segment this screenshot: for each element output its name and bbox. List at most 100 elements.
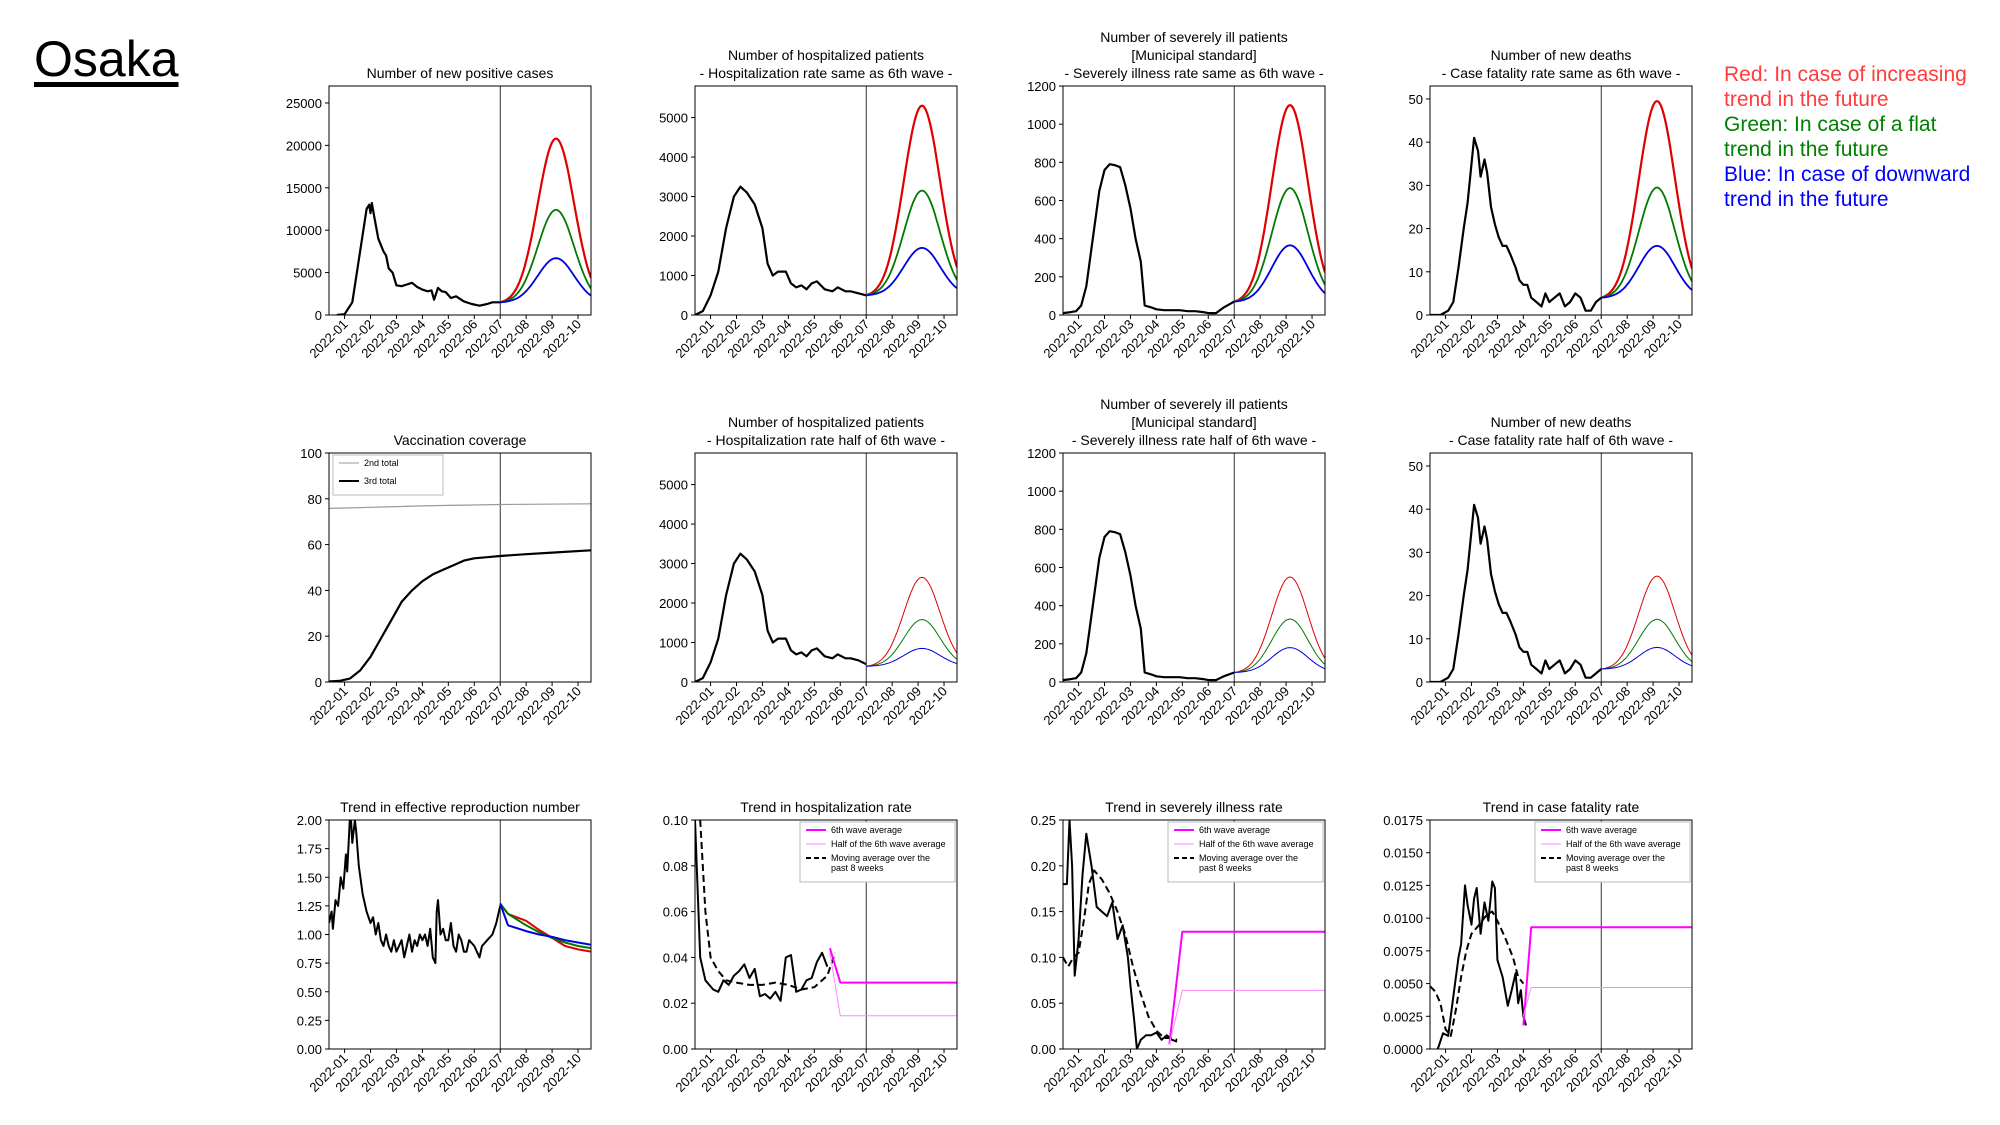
y-tick-label: 0.20 (1031, 859, 1056, 874)
chart-title-line: - Severely illness rate half of 6th wave… (1072, 432, 1317, 448)
y-tick-label: 1000 (659, 269, 688, 284)
y-tick-label: 0 (315, 675, 322, 690)
y-tick-label: 20000 (286, 138, 322, 153)
y-tick-label: 60 (308, 538, 322, 553)
y-tick-label: 2000 (659, 596, 688, 611)
chart-title-line: Trend in effective reproduction number (340, 799, 580, 815)
series-line-green (500, 208, 591, 304)
legend-label: 6th wave average (831, 825, 902, 835)
y-tick-label: 1.25 (297, 899, 322, 914)
chart-title-line: Number of hospitalized patients (728, 414, 924, 430)
y-tick-label: 800 (1034, 155, 1056, 170)
chart-c5: Vaccination coverage0204060801002022-012… (300, 432, 592, 728)
y-tick-label: 0.75 (297, 956, 322, 971)
series-line-blue (1601, 245, 1692, 299)
y-tick-label: 0.10 (1031, 950, 1056, 965)
legend-label: Moving average over the (1199, 853, 1298, 863)
plot-frame (1429, 452, 1693, 683)
y-tick-label: 40 (1409, 135, 1423, 150)
legend-label: 2nd total (364, 458, 399, 468)
series-line-black (1436, 880, 1527, 1049)
series-line-pink (1522, 987, 1692, 1017)
chart-c7: Number of severely ill patients [Municipa… (1027, 396, 1326, 728)
series-line-black (336, 201, 501, 315)
series-line-blue (866, 247, 957, 297)
y-tick-label: 0 (1416, 308, 1423, 323)
y-tick-label: 2000 (659, 229, 688, 244)
y-tick-label: 1.75 (297, 842, 322, 857)
legend-label: Moving average over the (1566, 853, 1665, 863)
series-line-red (866, 576, 957, 667)
series-line-pink (1168, 989, 1325, 1045)
y-tick-label: 0.0175 (1383, 813, 1423, 828)
y-tick-label: 200 (1034, 637, 1056, 652)
chart-legend: 6th wave average Half of the 6th wave ave… (799, 821, 956, 883)
series-line-green (1234, 618, 1325, 673)
y-tick-label: 0.0025 (1383, 1009, 1423, 1024)
series-line-magenta (1168, 930, 1325, 1045)
series-line-black (1063, 163, 1235, 315)
series-line-red (865, 104, 957, 297)
y-tick-label: 1.00 (297, 928, 322, 943)
chart-title-line: Vaccination coverage (394, 432, 527, 448)
y-tick-label: 200 (1034, 270, 1056, 285)
series-line-black (695, 820, 829, 1002)
y-tick-label: 20 (308, 629, 322, 644)
y-tick-label: 80 (308, 492, 322, 507)
y-tick-label: 1000 (1027, 117, 1056, 132)
series-line-black (699, 820, 837, 991)
series-line-blue (866, 647, 957, 667)
y-tick-label: 0.06 (663, 905, 688, 920)
chart-c4: Number of new deaths - Case fatality rate… (1407, 47, 1693, 361)
y-tick-label: 25000 (286, 96, 322, 111)
y-tick-label: 0.0100 (1383, 911, 1423, 926)
y-tick-label: 400 (1034, 599, 1056, 614)
chart-title-line: [Municipal standard] (1131, 47, 1256, 63)
y-tick-label: 0.00 (663, 1042, 688, 1057)
chart-legend: 2nd total 3rd total (332, 454, 444, 496)
series-line-magenta (828, 947, 957, 984)
chart-c6: Number of hospitalized patients - Hospita… (659, 414, 958, 728)
series-line-green (865, 189, 957, 297)
series-line-green (1601, 618, 1692, 670)
y-tick-label: 600 (1034, 194, 1056, 209)
series-line-black (1430, 136, 1602, 315)
y-tick-label: 10 (1409, 265, 1423, 280)
scenario-note-red: Red: In case of increasing trend in the … (1724, 63, 1967, 111)
chart-c8: Number of new deaths - Case fatality rate… (1407, 414, 1693, 728)
y-tick-label: 0.0150 (1383, 846, 1423, 861)
series-line-black (1063, 530, 1235, 682)
y-tick-label: 20 (1409, 589, 1423, 604)
chart-title-line: [Municipal standard] (1131, 414, 1256, 430)
chart-title-line: - Case fatality rate same as 6th wave - (1442, 65, 1681, 81)
y-tick-label: 1.50 (297, 870, 322, 885)
legend-label: 3rd total (364, 476, 397, 486)
series-line-black (695, 552, 867, 682)
legend-label: 6th wave average (1566, 825, 1637, 835)
y-tick-label: 4000 (659, 150, 688, 165)
chart-title-line: Number of severely ill patients (1100, 396, 1288, 412)
plot-frame (1429, 819, 1693, 1050)
y-tick-label: 30 (1409, 178, 1423, 193)
series-line-blue (500, 257, 591, 304)
series-line-green (1234, 187, 1325, 303)
y-tick-label: 40 (1409, 502, 1423, 517)
chart-title-line: Number of new deaths (1491, 414, 1632, 430)
legend-label: past 8 weeks (1566, 863, 1619, 873)
scenario-legend: Red: In case of increasing trend in the … (1724, 62, 1974, 212)
y-tick-label: 2.00 (297, 813, 322, 828)
y-tick-label: 400 (1034, 232, 1056, 247)
y-tick-label: 0 (1049, 308, 1056, 323)
plot-frame (694, 85, 958, 316)
plot-frame (328, 85, 592, 316)
legend-label: Moving average over the (831, 853, 930, 863)
chart-title-line: - Hospitalization rate half of 6th wave … (707, 432, 945, 448)
scenario-note-green: Green: In case of a flat trend in the fu… (1724, 113, 1937, 161)
series-line-blue (1234, 244, 1325, 303)
y-tick-label: 4000 (659, 517, 688, 532)
chart-title-line: Trend in case fatality rate (1483, 799, 1640, 815)
chart-title-line: Trend in severely illness rate (1105, 799, 1283, 815)
y-tick-label: 600 (1034, 561, 1056, 576)
y-tick-label: 3000 (659, 557, 688, 572)
series-line-blue (1234, 647, 1325, 673)
